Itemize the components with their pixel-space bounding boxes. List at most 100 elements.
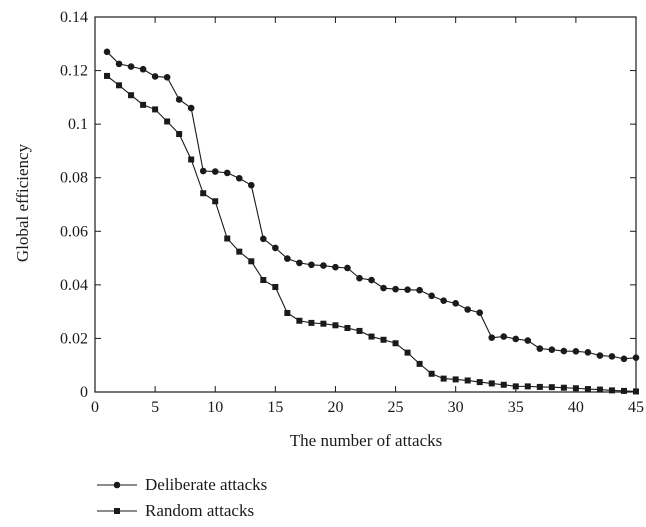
y-tick-label: 0.14 [60,9,88,26]
data-point [127,63,135,70]
data-point [332,263,339,271]
x-tick-label: 35 [508,399,524,416]
data-point [344,264,351,272]
data-point [163,73,171,81]
data-point [368,333,375,340]
legend-label: Deliberate attacks [145,475,267,494]
data-point [572,385,579,392]
x-tick-label: 25 [388,399,404,416]
data-point [235,174,243,182]
x-tick-label: 30 [448,399,464,416]
x-axis-label: The number of attacks [290,431,442,450]
data-point [260,235,267,243]
data-point [596,386,603,393]
y-tick-label: 0.08 [60,170,88,187]
legend-item: Random attacks [97,501,254,520]
data-point [175,96,183,103]
series-circle [103,48,640,363]
data-point [512,335,520,343]
data-point [200,190,207,197]
data-point [260,277,267,284]
data-point [224,235,231,242]
x-tick-label: 20 [327,399,343,416]
data-point [115,60,123,68]
data-point [356,327,363,334]
data-point [380,336,387,343]
y-tick-label: 0.04 [60,277,88,294]
y-tick-label: 0.12 [60,63,88,80]
data-point [128,92,135,99]
data-point [428,370,435,377]
data-point [536,345,544,352]
data-point [308,261,315,269]
data-point [452,376,459,383]
legend: Deliberate attacks Random attacks [97,475,267,520]
data-point [332,322,339,329]
data-point [380,284,387,292]
data-point [212,198,219,205]
data-point [320,262,327,269]
data-point [344,324,351,331]
data-point [247,181,255,189]
data-point [187,104,195,112]
data-point [284,255,291,262]
data-point [596,352,604,359]
data-point [572,347,580,355]
data-point [620,355,628,363]
data-point [524,337,532,344]
data-point [416,360,423,367]
data-point [199,167,207,175]
legend-marker [114,508,120,514]
data-point [476,379,483,386]
data-point [464,377,471,384]
data-point [308,319,315,326]
plot-frame [94,16,637,393]
data-point [368,276,375,284]
data-point [548,384,555,391]
data-point [392,285,399,293]
data-point [176,131,183,138]
data-point [139,65,147,73]
data-point [536,383,543,390]
data-point [524,383,531,390]
series-layer [103,48,640,395]
data-point [296,259,303,267]
data-point [296,317,303,324]
data-point [500,381,507,388]
data-point [236,248,243,255]
x-tick-label: 0 [91,399,99,416]
data-point [476,309,484,317]
x-tick-label: 40 [568,399,584,416]
data-point [211,168,219,175]
data-point [164,118,171,125]
data-point [633,388,639,395]
data-point [488,380,495,387]
data-point [151,73,159,80]
data-point [392,340,399,347]
data-point [104,72,111,79]
y-tick-label: 0.1 [68,116,88,133]
data-point [404,286,411,293]
data-point [500,333,508,340]
data-point [428,292,435,300]
data-point [320,320,327,327]
y-tick-label: 0.06 [60,223,88,240]
x-tick-label: 45 [628,399,644,416]
axes: 0 5 10 15 20 25 30 35 40 45 0 0.02 0.04 0.06 0.08 0.1 0.… [60,9,644,416]
x-tick-label: 15 [267,399,283,416]
data-point [608,387,615,394]
data-point [272,244,279,252]
y-tick-label: 0.02 [60,330,88,347]
data-point [188,156,195,163]
data-point [116,82,123,89]
data-point [284,309,291,316]
data-point [608,353,616,360]
legend-item: Deliberate attacks [97,475,267,494]
data-point [272,284,279,290]
data-point [140,101,147,108]
data-point [440,297,447,304]
data-point [548,346,556,353]
data-point [404,349,411,356]
data-point [452,300,459,307]
